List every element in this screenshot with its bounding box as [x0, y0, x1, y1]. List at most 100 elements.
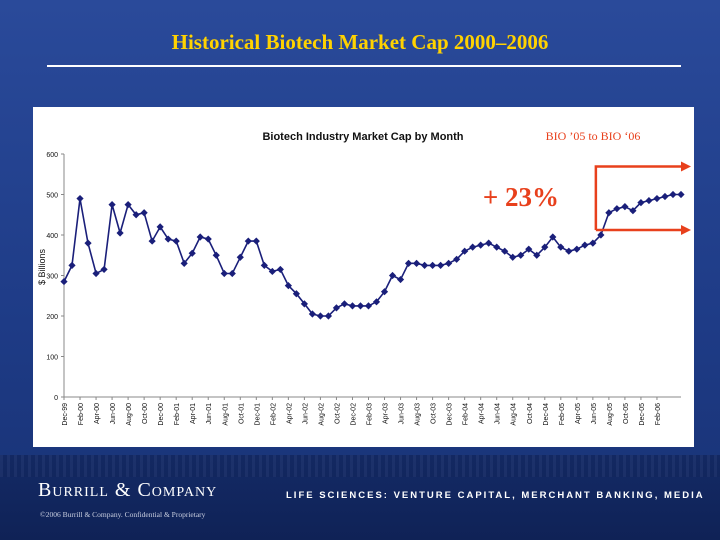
data-point: [549, 233, 557, 241]
highlight-arrowhead: [681, 224, 691, 235]
data-point: [565, 247, 573, 255]
x-tick-label: Dec-01: [254, 403, 261, 426]
data-point: [132, 211, 140, 219]
highlight-annotation: [594, 161, 691, 235]
x-tick-label: Apr-05: [575, 403, 582, 424]
data-point: [677, 190, 685, 199]
x-tick-label: Aug-00: [126, 403, 133, 426]
x-tick-label: Dec-99: [62, 403, 69, 426]
data-point: [172, 237, 180, 245]
data-point: [252, 237, 260, 245]
x-tick-label: Oct-04: [527, 403, 534, 424]
data-point: [68, 261, 76, 269]
data-point: [332, 304, 341, 312]
data-point: [148, 237, 156, 245]
data-point: [437, 261, 445, 269]
x-tick-label: Aug-03: [415, 403, 422, 426]
x-tick-label: Oct-01: [238, 403, 245, 424]
x-tick-label: Jun-00: [110, 403, 117, 425]
data-point: [60, 277, 68, 286]
x-tick-label: Oct-03: [431, 403, 438, 424]
x-tick-label: Jun-04: [495, 403, 502, 425]
x-tick-label: Jun-02: [302, 403, 309, 425]
data-point: [629, 207, 637, 215]
x-tick-label: Aug-01: [222, 403, 229, 426]
data-point: [84, 239, 92, 247]
data-point: [324, 312, 333, 320]
data-point: [420, 261, 429, 269]
y-tick-label: 600: [46, 152, 58, 159]
data-point: [509, 253, 517, 261]
x-tick-label: Dec-05: [639, 403, 646, 426]
y-tick-label: 300: [46, 274, 58, 281]
x-tick-label: Jun-05: [591, 403, 598, 425]
y-ticks: 0 100 200 300 400 500 600: [46, 152, 64, 402]
annotation-label: BIO ’05 to BIO ‘06: [546, 129, 641, 143]
data-point: [348, 302, 357, 310]
data-point: [372, 298, 381, 306]
data-point: [557, 243, 565, 251]
data-point: [477, 241, 485, 249]
x-tick-label: Dec-02: [350, 403, 357, 426]
series-points: [60, 190, 685, 320]
data-point: [364, 302, 373, 310]
x-tick-label: Feb-01: [174, 403, 181, 425]
data-point: [501, 247, 509, 255]
data-point: [212, 251, 220, 259]
title-divider: [47, 65, 681, 67]
data-point: [108, 201, 116, 209]
annotation-change: + 23%: [483, 182, 559, 212]
data-point: [316, 312, 325, 320]
data-point: [461, 247, 469, 255]
data-point: [300, 300, 308, 308]
x-tick-label: Dec-03: [447, 403, 454, 426]
data-point: [605, 209, 613, 217]
data-point: [525, 245, 533, 253]
data-point: [573, 245, 581, 253]
data-point: [284, 282, 292, 290]
company-logo: Burrill & Company: [38, 479, 218, 501]
data-point: [124, 201, 132, 209]
data-point: [380, 288, 389, 296]
x-tick-label: Aug-02: [318, 403, 325, 426]
x-tick-label: Oct-00: [142, 403, 149, 424]
data-point: [228, 269, 236, 278]
x-tick-label: Jun-01: [206, 403, 213, 425]
market-cap-chart: Biotech Industry Market Cap by Month $ B…: [37, 129, 691, 426]
footer-band: [0, 455, 720, 477]
data-point: [445, 259, 453, 267]
x-tick-label: Feb-06: [655, 403, 662, 425]
data-point: [621, 203, 629, 211]
data-point: [613, 205, 621, 213]
x-tick-label: Apr-00: [94, 403, 101, 424]
x-tick-label: Aug-05: [607, 403, 614, 426]
data-point: [220, 269, 228, 278]
data-point: [669, 190, 677, 199]
y-tick-label: 200: [46, 314, 58, 321]
company-tagline: LIFE SCIENCES: VENTURE CAPITAL, MERCHANT…: [286, 490, 705, 501]
data-point: [92, 269, 100, 278]
x-tick-label: Oct-02: [334, 403, 341, 424]
x-tick-label: Apr-02: [286, 403, 293, 424]
x-tick-label: Feb-04: [463, 403, 470, 425]
series-line: [63, 193, 681, 317]
data-point: [661, 192, 669, 201]
data-point: [469, 243, 477, 251]
data-point: [260, 261, 268, 269]
copyright-notice: ©2006 Burrill & Company. Confidential & …: [40, 510, 206, 519]
data-point: [244, 237, 252, 245]
x-tick-label: Aug-04: [511, 403, 518, 426]
data-point: [116, 229, 124, 237]
x-tick-label: Dec-00: [158, 403, 165, 426]
x-tick-label: Apr-04: [479, 403, 486, 424]
data-point: [196, 233, 204, 241]
data-point: [292, 290, 300, 298]
x-ticks: Dec-99 Feb-00 Apr-00 Jun-00 Aug-00 Oct-00 Dec-…: [62, 397, 662, 426]
data-point: [356, 302, 365, 310]
data-point: [188, 249, 196, 257]
data-point: [340, 300, 349, 308]
data-point: [164, 235, 172, 243]
data-point: [204, 235, 212, 243]
data-point: [589, 239, 597, 247]
x-tick-label: Feb-02: [270, 403, 277, 425]
